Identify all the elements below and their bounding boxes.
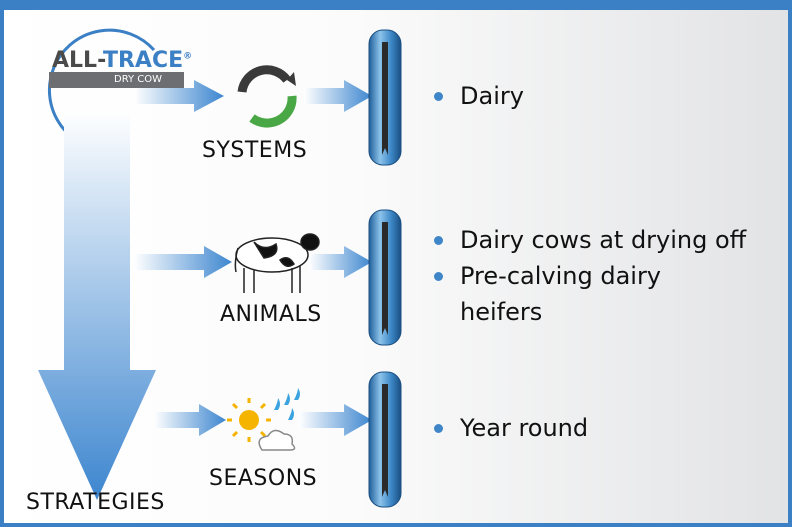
logo-suffix: TRACE [103, 48, 183, 73]
bolus [369, 372, 401, 507]
bullet-item: Pre-calving dairy heifers [434, 258, 689, 330]
logo-subtitle: DRY COW [114, 74, 162, 85]
page: ALL-TRACE® DRY COW STRATEGIES SYSTEMS Dai… [0, 0, 792, 527]
row-label: ANIMALS [220, 302, 322, 327]
panel: ALL-TRACE® DRY COW STRATEGIES SYSTEMS Dai… [4, 10, 788, 523]
strategies-label: STRATEGIES [26, 490, 165, 515]
seasons-icon [227, 388, 300, 450]
logo-text: ALL-TRACE® [52, 48, 192, 73]
logo-prefix: ALL- [52, 48, 103, 73]
strategies-arrow [38, 110, 156, 500]
row-label: SYSTEMS [202, 138, 307, 163]
bullet-list: Dairy [434, 78, 689, 114]
bullet-item: Dairy [434, 78, 689, 114]
bullet-item: Year round [434, 410, 689, 446]
row-label: SEASONS [209, 466, 317, 491]
bolus [369, 210, 401, 345]
cow-icon [235, 234, 319, 293]
bolus [369, 30, 401, 165]
bullet-item: Dairy cows at drying off [434, 222, 689, 258]
logo-registered: ® [183, 52, 192, 62]
bullet-list: Year round [434, 410, 689, 446]
systems-icon [242, 70, 296, 123]
